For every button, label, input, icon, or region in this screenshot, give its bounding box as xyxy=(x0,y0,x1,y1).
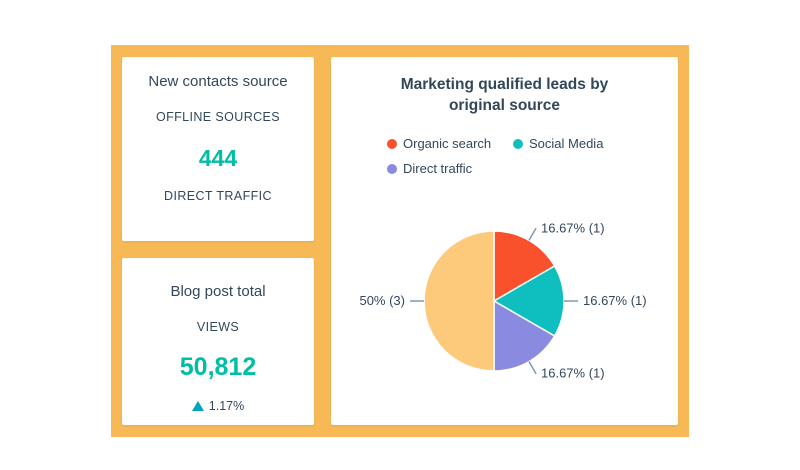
pie-slice-organic-search[interactable] xyxy=(493,230,556,303)
legend-label: Social Media xyxy=(529,136,604,151)
pie-slice-social-media[interactable] xyxy=(492,264,565,338)
direct-traffic-label: DIRECT TRAFFIC xyxy=(164,189,272,203)
offline-sources-label: OFFLINE SOURCES xyxy=(155,110,281,124)
legend-swatch-icon xyxy=(387,163,397,174)
pie-slice-label: 16.67% (1) xyxy=(541,366,605,381)
legend-swatch-icon xyxy=(387,138,397,149)
legend-label: Direct traffic xyxy=(403,161,473,176)
contacts-card-title: New contacts source xyxy=(148,73,288,90)
mql-pie-chart: 16.67% (1) 16.67% (1) 16.67% (1) 50% (3) xyxy=(359,220,647,381)
trend-up-icon xyxy=(191,401,204,411)
pie-slice-label: 50% (3) xyxy=(359,293,405,308)
views-label: VIEWS xyxy=(196,320,240,334)
mql-chart-title-line2: original source xyxy=(448,97,561,114)
contacts-source-card[interactable]: New contacts source OFFLINE SOURCES 444 … xyxy=(122,57,314,241)
pie-leader-line xyxy=(528,227,537,241)
mql-chart-title: Marketing qualified leads by original so… xyxy=(331,74,678,116)
pie-slice-label: 16.67% (1) xyxy=(541,220,605,235)
mql-by-source-card[interactable]: Marketing qualified leads by original so… xyxy=(331,57,678,425)
contacts-count: 444 xyxy=(198,145,238,171)
legend-item-direct-traffic[interactable]: Direct traffic xyxy=(387,161,472,176)
legend-swatch-icon xyxy=(513,138,523,149)
legend-item-organic-search[interactable]: Organic search xyxy=(387,136,491,151)
blog-views-count: 50,812 xyxy=(179,353,257,381)
views-change-value: 1.17% xyxy=(208,399,245,413)
pie-slice-label: 16.67% (1) xyxy=(583,293,647,308)
mql-chart-title-line1: Marketing qualified leads by xyxy=(400,76,609,93)
views-change: 1.17% xyxy=(122,399,314,413)
blog-post-total-card[interactable]: Blog post total VIEWS 50,812 1.17% xyxy=(122,258,314,425)
legend-label: Organic search xyxy=(403,136,492,151)
blog-card-title: Blog post total xyxy=(170,283,266,300)
legend-item-social-media[interactable]: Social Media xyxy=(513,136,603,151)
pie-leader-line xyxy=(528,361,537,375)
pie-slice-direct-traffic[interactable] xyxy=(493,299,556,372)
pie-slice-other[interactable] xyxy=(423,230,495,372)
